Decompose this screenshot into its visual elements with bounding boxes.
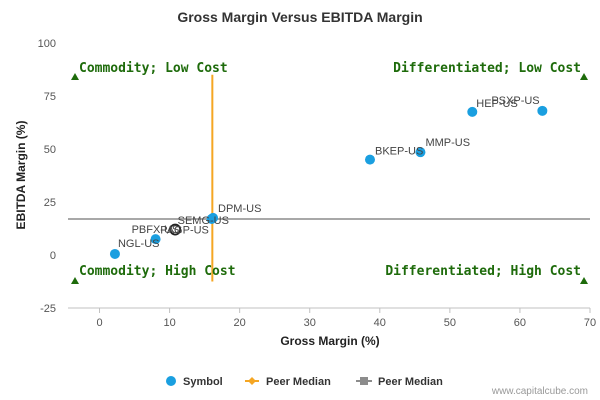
x-axis-title: Gross Margin (%): [280, 334, 379, 348]
data-point-label: PAGP-US: [160, 225, 209, 237]
legend-marker-symbol: [166, 376, 176, 386]
data-point-label: SEMG-US: [178, 215, 229, 227]
y-tick-label: -25: [40, 303, 56, 315]
data-point: [150, 234, 161, 245]
data-point-label: DPM-US: [218, 203, 261, 215]
quadrant-label-top-left: Commodity; Low Cost: [79, 61, 228, 76]
y-axis-title: EBITDA Margin (%): [14, 121, 28, 230]
x-tick-label: 40: [374, 317, 386, 329]
data-point: [415, 147, 426, 158]
data-point-label: NGL-US: [118, 238, 160, 250]
x-tick-label: 20: [234, 317, 246, 329]
x-axis-ticks: 0 10 20 30 40 50 60 70: [96, 308, 596, 329]
data-point-label: PBFX-US: [132, 224, 180, 236]
legend-label-symbol: Symbol: [183, 376, 223, 388]
quadrant-marker: [580, 277, 588, 284]
data-point-label: BKEP-US: [375, 146, 423, 158]
quadrant-labels: Commodity; Low Cost Differentiated; Low C…: [71, 61, 588, 284]
data-point: [467, 106, 478, 117]
watermark: www.capitalcube.com: [491, 386, 588, 397]
quadrant-label-bottom-left: Commodity; High Cost: [79, 264, 236, 279]
y-tick-label: 25: [44, 197, 56, 209]
quadrant-marker: [71, 73, 79, 80]
legend-marker-peer-median-2: [360, 377, 368, 385]
legend-marker-peer-median: [248, 377, 256, 385]
x-tick-label: 0: [96, 317, 102, 329]
y-axis-ticks: -25 0 25 50 75 100: [38, 38, 56, 315]
chart-title: Gross Margin Versus EBITDA Margin: [177, 9, 422, 25]
data-point-label: MMP-US: [425, 137, 470, 149]
y-tick-label: 75: [44, 91, 56, 103]
data-point: [109, 248, 120, 259]
data-point: [364, 154, 375, 165]
quadrant-label-top-right: Differentiated; Low Cost: [393, 61, 581, 76]
x-tick-label: 60: [514, 317, 526, 329]
data-point-label: PSXP-US: [491, 95, 539, 107]
y-tick-label: 50: [44, 144, 56, 156]
legend-label-peer-median: Peer Median: [266, 376, 331, 388]
y-tick-label: 100: [38, 38, 56, 50]
data-point: [208, 212, 219, 223]
data-point-highlight: [169, 223, 182, 236]
x-tick-label: 70: [584, 317, 596, 329]
y-tick-label: 0: [50, 250, 56, 262]
x-tick-label: 10: [163, 317, 175, 329]
data-point-label: HEP-US: [476, 98, 518, 110]
x-tick-label: 30: [304, 317, 316, 329]
quadrant-marker: [71, 277, 79, 284]
legend: Symbol Peer Median Peer Median: [166, 376, 443, 388]
quadrant-label-bottom-right: Differentiated; High Cost: [385, 264, 581, 279]
data-point: [537, 105, 548, 116]
x-tick-label: 50: [444, 317, 456, 329]
quadrant-marker: [580, 73, 588, 80]
legend-label-peer-median-2: Peer Median: [378, 376, 443, 388]
median-lines: [68, 74, 590, 282]
